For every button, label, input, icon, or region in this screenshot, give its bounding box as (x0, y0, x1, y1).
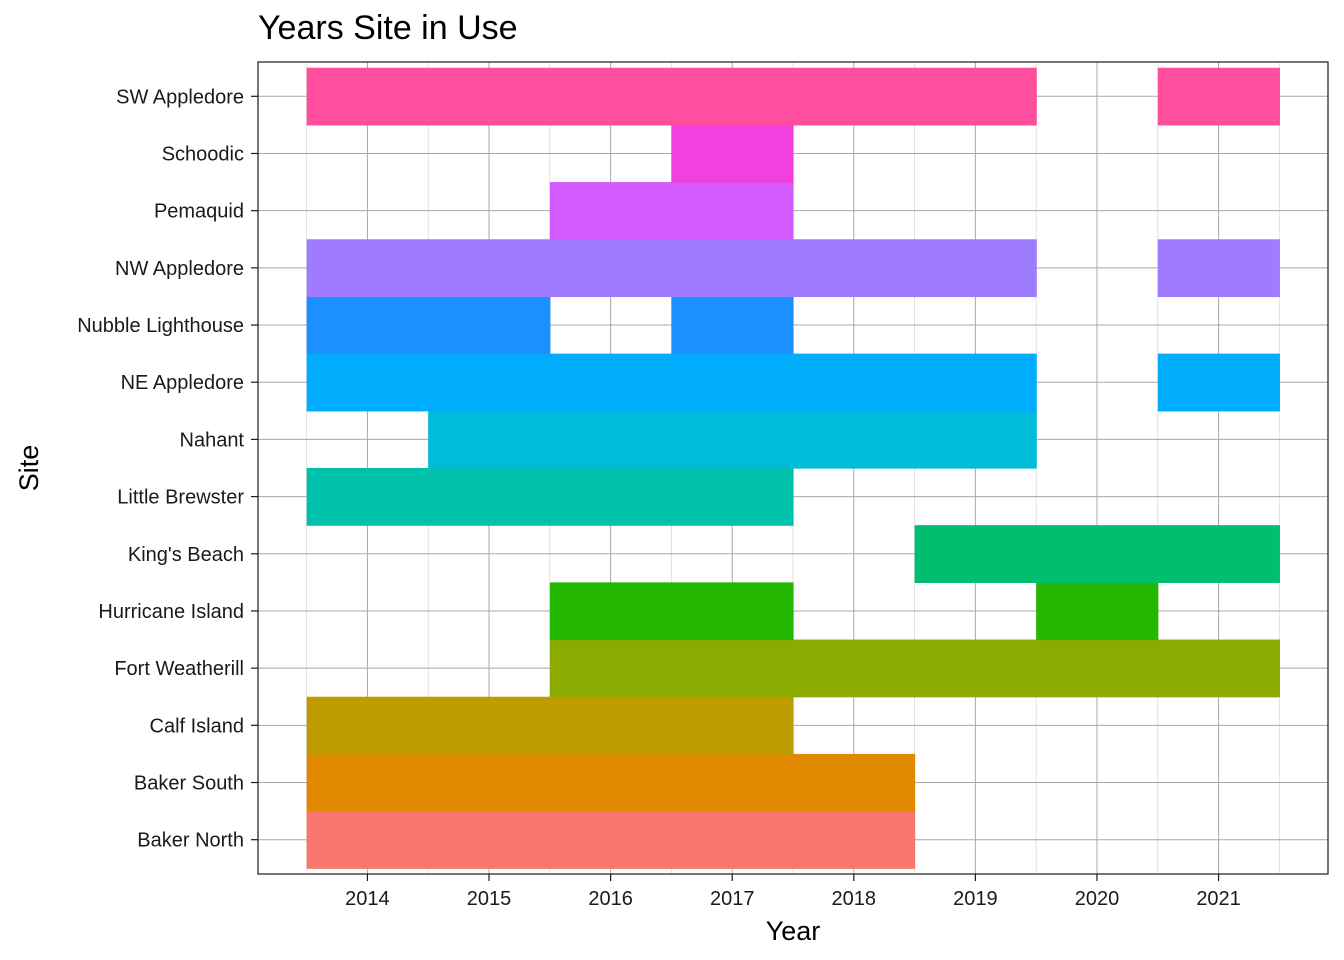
tile-calf-island-2017 (671, 696, 794, 755)
tile-ne-appledore-2018 (793, 353, 916, 412)
tile-fort-weatherill-2018 (793, 639, 916, 698)
tile-baker-north-2015 (428, 811, 551, 869)
y-tick-label: King's Beach (128, 544, 244, 566)
tile-baker-south-2014 (306, 753, 429, 812)
tile-little-brewster-2016 (549, 468, 673, 526)
tile-nubble-lighthouse-2014 (306, 296, 429, 355)
tile-ne-appledore-2015 (428, 353, 551, 412)
y-tick-label: NE Appledore (121, 372, 244, 394)
y-axis: Baker North Baker South Calf Island Fort We… (77, 86, 258, 852)
tile-ne-appledore-2016 (549, 353, 673, 412)
tile-sw-appledore-2021 (1157, 67, 1280, 126)
tile-hurricane-island-2017 (671, 582, 794, 641)
tile-fort-weatherill-2016 (549, 639, 673, 698)
x-tick-label: 2017 (710, 888, 755, 910)
tile-fort-weatherill-2019 (914, 639, 1037, 698)
tile-baker-north-2014 (306, 811, 429, 869)
y-tick-label: NW Appledore (115, 258, 244, 280)
y-tick-label: Nahant (180, 429, 245, 451)
tile-king-s-beach-2021 (1157, 525, 1280, 583)
x-tick-label: 2014 (345, 888, 390, 910)
tile-nahant-2019 (914, 410, 1037, 469)
tile-little-brewster-2014 (306, 468, 429, 526)
y-tick-label: Little Brewster (117, 487, 244, 509)
tile-sw-appledore-2017 (671, 67, 794, 126)
y-tick-label: Calf Island (150, 715, 245, 737)
x-tick-label: 2018 (832, 888, 877, 910)
y-tick-label: SW Appledore (116, 86, 244, 108)
tile-fort-weatherill-2021 (1157, 639, 1280, 698)
tile-nw-appledore-2015 (428, 239, 551, 298)
x-tick-label: 2015 (467, 888, 512, 910)
tile-baker-south-2015 (428, 753, 551, 812)
tile-schoodic-2017 (671, 124, 794, 183)
tile-nubble-lighthouse-2017 (671, 296, 794, 355)
tile-nahant-2015 (428, 410, 551, 469)
panel-border (257, 61, 1329, 875)
tile-nw-appledore-2016 (549, 239, 673, 298)
tile-calf-island-2016 (549, 696, 673, 755)
tile-hurricane-island-2016 (549, 582, 673, 641)
y-tick-label: Schoodic (162, 143, 244, 165)
tile-nw-appledore-2021 (1157, 239, 1280, 298)
tile-nubble-lighthouse-2015 (428, 296, 551, 355)
x-tick-label: 2016 (588, 888, 633, 910)
tile-little-brewster-2017 (671, 468, 794, 526)
tile-baker-south-2017 (671, 753, 794, 812)
tile-nahant-2017 (671, 410, 794, 469)
tile-sw-appledore-2016 (549, 67, 673, 126)
y-tick-label: Nubble Lighthouse (77, 315, 244, 337)
tile-nw-appledore-2017 (671, 239, 794, 298)
tile-sw-appledore-2018 (793, 67, 916, 126)
y-tick-label: Fort Weatherill (114, 658, 244, 680)
tile-nw-appledore-2014 (306, 239, 429, 298)
tile-pemaquid-2017 (671, 182, 794, 240)
x-axis-title: Year (766, 916, 821, 946)
x-tick-label: 2019 (953, 888, 998, 910)
tile-fort-weatherill-2017 (671, 639, 794, 698)
tile-king-s-beach-2019 (914, 525, 1037, 583)
tiles (306, 67, 1280, 869)
tile-nahant-2018 (793, 410, 916, 469)
y-tick-label: Baker North (137, 830, 244, 852)
tile-sw-appledore-2015 (428, 67, 551, 126)
tile-calf-island-2015 (428, 696, 551, 755)
tile-ne-appledore-2021 (1157, 353, 1280, 412)
y-tick-label: Hurricane Island (98, 601, 244, 623)
chart-title: Years Site in Use (258, 9, 518, 47)
tile-ne-appledore-2017 (671, 353, 794, 412)
x-tick-label: 2020 (1075, 888, 1120, 910)
tile-calf-island-2014 (306, 696, 429, 755)
y-axis-title: Site (14, 445, 44, 492)
tile-little-brewster-2015 (428, 468, 551, 526)
tile-nw-appledore-2019 (914, 239, 1037, 298)
tile-baker-north-2018 (793, 811, 916, 869)
tile-baker-south-2016 (549, 753, 673, 812)
tile-ne-appledore-2014 (306, 353, 429, 412)
tile-baker-north-2017 (671, 811, 794, 869)
tile-ne-appledore-2019 (914, 353, 1037, 412)
x-tick-label: 2021 (1196, 888, 1241, 910)
tile-pemaquid-2016 (549, 182, 673, 240)
y-tick-label: Baker South (134, 773, 244, 795)
tile-king-s-beach-2020 (1036, 525, 1159, 583)
tile-fort-weatherill-2020 (1036, 639, 1159, 698)
tile-sw-appledore-2014 (306, 67, 429, 126)
tile-nw-appledore-2018 (793, 239, 916, 298)
x-axis: 2014 2015 2016 2017 2018 2019 2020 2021 (345, 874, 1241, 910)
y-tick-label: Pemaquid (154, 201, 244, 223)
tile-hurricane-island-2020 (1036, 582, 1159, 641)
tile-sw-appledore-2019 (914, 67, 1037, 126)
tile-baker-south-2018 (793, 753, 916, 812)
tile-nahant-2016 (549, 410, 673, 469)
tile-baker-north-2016 (549, 811, 673, 869)
